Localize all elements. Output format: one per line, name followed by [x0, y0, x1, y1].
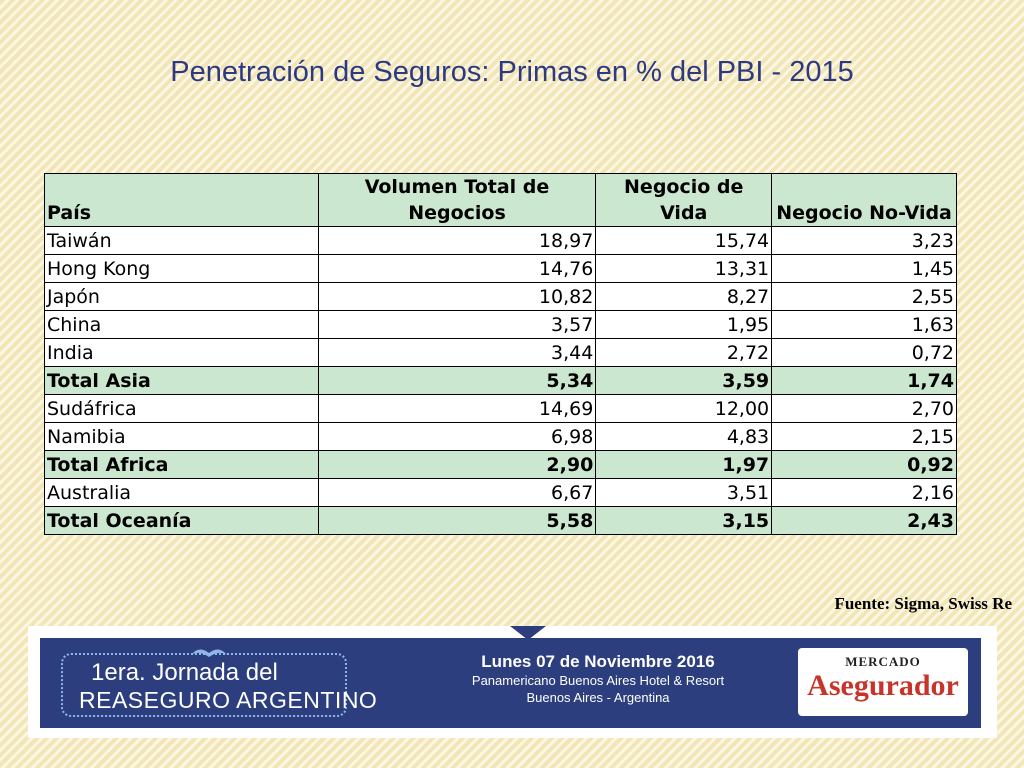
table-row: Namibia 6,98 4,83 2,15	[44, 422, 957, 451]
cell-negocio-no-vida: 2,15	[771, 422, 957, 451]
cell-negocio-no-vida: 1,74	[771, 366, 957, 395]
header-negocio-vida: Negocio de Vida	[595, 173, 773, 227]
cell-volumen-total: 6,67	[317, 478, 597, 507]
source-note: Fuente: Sigma, Swiss Re	[834, 594, 1012, 613]
table-row: Hong Kong 14,76 13,31 1,45	[44, 254, 957, 283]
event-banner: 1era. Jornada del REASEGURO ARGENTINO Lu…	[28, 626, 997, 738]
logo-small-text: MERCADO	[845, 654, 921, 669]
cell-negocio-no-vida: 0,72	[771, 338, 957, 367]
cell-volumen-total: 3,44	[317, 338, 597, 367]
wings-icon	[191, 649, 227, 657]
table-row: Sudáfrica 14,69 12,00 2,70	[44, 394, 957, 423]
logo-big-text: Asegurador	[807, 669, 959, 702]
cell-pais: Total Asia	[44, 366, 319, 395]
cell-volumen-total: 3,57	[317, 310, 597, 339]
cell-volumen-total: 5,58	[317, 506, 597, 535]
cell-pais: Hong Kong	[44, 254, 319, 283]
cell-pais: Japón	[44, 282, 319, 311]
header-volumen-total: Volumen Total de Negocios	[317, 173, 597, 227]
table-total-row: Total Oceanía 5,58 3,15 2,43	[44, 506, 957, 535]
cell-negocio-no-vida: 3,23	[771, 226, 957, 255]
event-info: Lunes 07 de Noviembre 2016 Panamericano …	[468, 652, 728, 706]
cell-volumen-total: 18,97	[317, 226, 597, 255]
table-row: Japón 10,82 8,27 2,55	[44, 282, 957, 311]
cell-negocio-vida: 12,00	[595, 394, 773, 423]
cell-volumen-total: 5,34	[317, 366, 597, 395]
page-title: Penetración de Seguros: Primas en % del …	[170, 56, 854, 88]
cell-volumen-total: 14,76	[317, 254, 597, 283]
cell-volumen-total: 6,98	[317, 422, 597, 451]
table-body: Taiwán 18,97 15,74 3,23 Hong Kong 14,76 13,31 1…	[44, 226, 957, 535]
cell-negocio-no-vida: 1,63	[771, 310, 957, 339]
cell-negocio-vida: 3,15	[595, 506, 773, 535]
cell-negocio-no-vida: 2,43	[771, 506, 957, 535]
event-title-line1: 1era. Jornada del	[91, 659, 278, 686]
cell-pais: Australia	[44, 478, 319, 507]
cell-negocio-no-vida: 0,92	[771, 450, 957, 479]
table-row: Australia 6,67 3,51 2,16	[44, 478, 957, 507]
table-row: China 3,57 1,95 1,63	[44, 310, 957, 339]
penetration-table: País Volumen Total de Negocios Negocio d…	[44, 173, 957, 535]
cell-negocio-no-vida: 1,45	[771, 254, 957, 283]
cell-negocio-no-vida: 2,55	[771, 282, 957, 311]
cell-negocio-vida: 15,74	[595, 226, 773, 255]
table-row: India 3,44 2,72 0,72	[44, 338, 957, 367]
cell-negocio-vida: 4,83	[595, 422, 773, 451]
banner-panel: 1era. Jornada del REASEGURO ARGENTINO Lu…	[40, 626, 981, 728]
cell-volumen-total: 2,90	[317, 450, 597, 479]
event-city: Buenos Aires - Argentina	[526, 690, 670, 705]
event-title-line2: REASEGURO ARGENTINO	[79, 687, 378, 713]
cell-negocio-vida: 1,97	[595, 450, 773, 479]
cell-pais: China	[44, 310, 319, 339]
cell-pais: Namibia	[44, 422, 319, 451]
cell-negocio-vida: 2,72	[595, 338, 773, 367]
event-venue: Panamericano Buenos Aires Hotel & Resort	[471, 673, 725, 688]
cell-pais: Sudáfrica	[44, 394, 319, 423]
cell-pais: Total Oceanía	[44, 506, 319, 535]
event-title-box: 1era. Jornada del REASEGURO ARGENTINO	[61, 649, 377, 717]
cell-negocio-vida: 1,95	[595, 310, 773, 339]
cell-negocio-vida: 3,51	[595, 478, 773, 507]
cell-pais: Total Africa	[44, 450, 319, 479]
table-header-row: País Volumen Total de Negocios Negocio d…	[44, 173, 957, 227]
cell-volumen-total: 10,82	[317, 282, 597, 311]
cell-negocio-no-vida: 2,16	[771, 478, 957, 507]
cell-pais: India	[44, 338, 319, 367]
cell-negocio-vida: 13,31	[595, 254, 773, 283]
header-negocio-no-vida: Negocio No-Vida	[771, 173, 957, 227]
cell-negocio-vida: 8,27	[595, 282, 773, 311]
cell-volumen-total: 14,69	[317, 394, 597, 423]
cell-pais: Taiwán	[44, 226, 319, 255]
header-pais: País	[44, 173, 319, 227]
cell-negocio-vida: 3,59	[595, 366, 773, 395]
event-date: Lunes 07 de Noviembre 2016	[481, 652, 715, 671]
cell-negocio-no-vida: 2,70	[771, 394, 957, 423]
table-total-row: Total Asia 5,34 3,59 1,74	[44, 366, 957, 395]
table-row: Taiwán 18,97 15,74 3,23	[44, 226, 957, 255]
mercado-asegurador-logo: MERCADO Asegurador	[798, 648, 968, 716]
table-total-row: Total Africa 2,90 1,97 0,92	[44, 450, 957, 479]
banner-notch	[510, 626, 546, 640]
